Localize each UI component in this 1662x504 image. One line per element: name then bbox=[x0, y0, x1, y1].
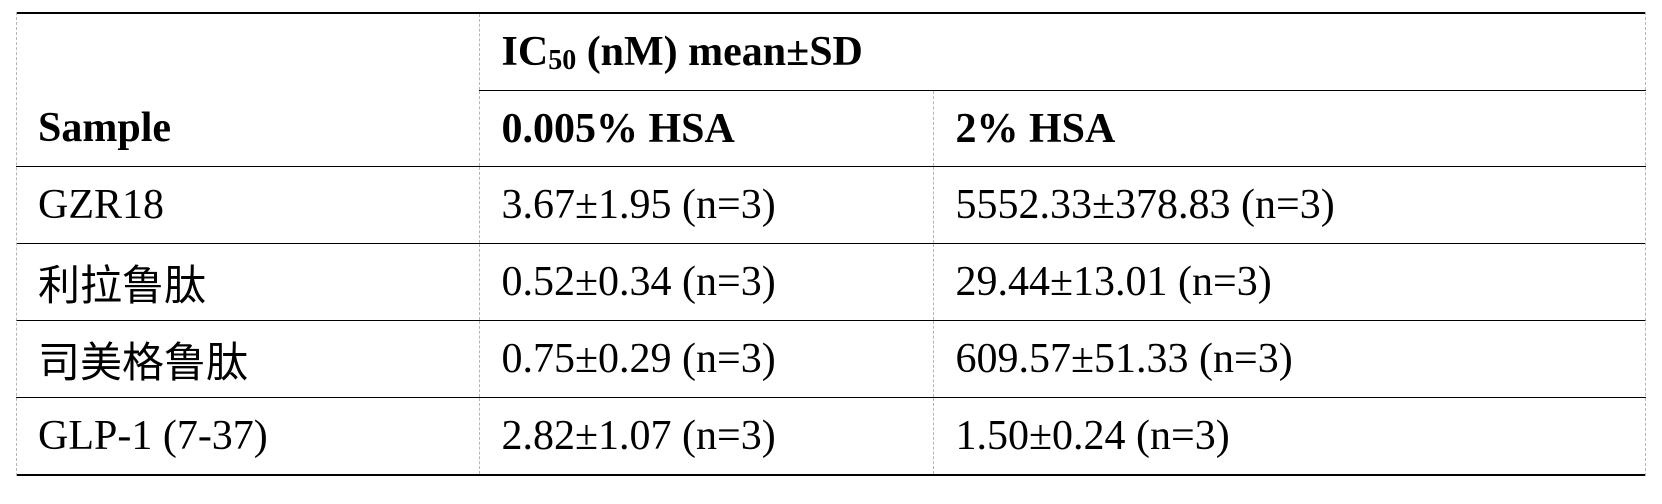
ic50-table: Sample IC50 (nM) mean±SD 0.005% HSA 2% H… bbox=[16, 12, 1647, 476]
table-row: GZR18 3.67±1.95 (n=3) 5552.33±378.83 (n=… bbox=[16, 166, 1647, 244]
sample-cell: GLP-1 (7-37) bbox=[16, 397, 479, 476]
ic50-prefix: IC bbox=[501, 29, 549, 75]
value-cell-2-hsa: 609.57±51.33 (n=3) bbox=[932, 320, 1647, 398]
header-row-conditions: 0.005% HSA 2% HSA bbox=[16, 90, 1647, 167]
header-row-group: Sample IC50 (nM) mean±SD bbox=[16, 12, 1647, 167]
ic50-subscript: 50 bbox=[548, 45, 577, 76]
value-cell-2-hsa: 1.50±0.24 (n=3) bbox=[932, 397, 1647, 476]
table-row: 司美格鲁肽 0.75±0.29 (n=3) 609.57±51.33 (n=3) bbox=[16, 320, 1647, 398]
ic50-suffix: (nM) mean±SD bbox=[576, 29, 863, 75]
sample-cell: GZR18 bbox=[16, 166, 479, 244]
value-cell-0005-hsa: 0.75±0.29 (n=3) bbox=[478, 320, 933, 398]
sample-header: Sample bbox=[16, 12, 479, 167]
table-row: GLP-1 (7-37) 2.82±1.07 (n=3) 1.50±0.24 (… bbox=[16, 397, 1647, 476]
value-cell-0005-hsa: 2.82±1.07 (n=3) bbox=[478, 397, 933, 476]
value-cell-2-hsa: 5552.33±378.83 (n=3) bbox=[932, 166, 1647, 244]
value-cell-0005-hsa: 0.52±0.34 (n=3) bbox=[478, 243, 933, 321]
table-row: 利拉鲁肽 0.52±0.34 (n=3) 29.44±13.01 (n=3) bbox=[16, 243, 1647, 321]
subheader-2-hsa: 2% HSA bbox=[932, 90, 1647, 167]
value-cell-2-hsa: 29.44±13.01 (n=3) bbox=[932, 243, 1647, 321]
sample-cell: 司美格鲁肽 bbox=[16, 320, 479, 398]
ic50-group-header: IC50 (nM) mean±SD bbox=[478, 12, 1647, 91]
value-cell-0005-hsa: 3.67±1.95 (n=3) bbox=[478, 166, 933, 244]
sample-cell: 利拉鲁肽 bbox=[16, 243, 479, 321]
subheader-0005-hsa: 0.005% HSA bbox=[478, 90, 933, 167]
ic50-table-container: Sample IC50 (nM) mean±SD 0.005% HSA 2% H… bbox=[16, 12, 1647, 476]
